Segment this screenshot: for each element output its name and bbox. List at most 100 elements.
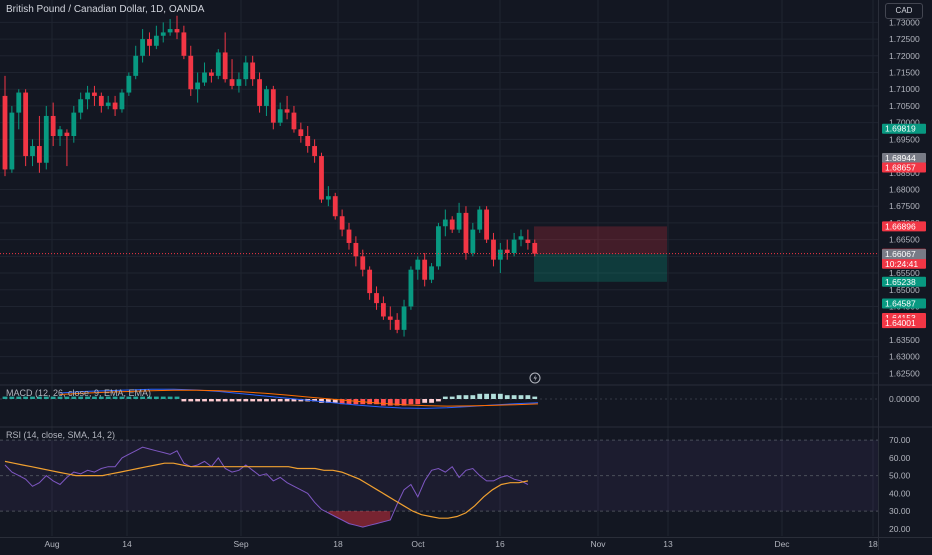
price-tick-label: 1.70000 bbox=[889, 118, 920, 128]
candle-body bbox=[381, 303, 386, 317]
candle-body bbox=[16, 92, 22, 113]
macd-histogram-bar bbox=[112, 396, 118, 399]
candle-body bbox=[401, 306, 407, 330]
macd-histogram-bar bbox=[229, 399, 235, 402]
macd-histogram-bar bbox=[126, 396, 132, 399]
signal-line bbox=[59, 389, 539, 407]
candle-body bbox=[229, 79, 235, 86]
macd-histogram-bar bbox=[463, 395, 469, 399]
macd-histogram-bar bbox=[215, 399, 221, 402]
price-axis[interactable]: 1.625001.630001.635001.640001.645001.650… bbox=[878, 0, 932, 550]
rsi-ma-line bbox=[4, 460, 529, 519]
candle-body bbox=[325, 196, 331, 200]
macd-histogram-bar bbox=[119, 396, 125, 399]
macd-histogram-bar bbox=[504, 395, 510, 399]
rsi-tick-label: 40.00 bbox=[889, 488, 911, 498]
candle-body bbox=[277, 109, 283, 123]
macd-histogram-bar bbox=[284, 399, 290, 402]
position-tool[interactable] bbox=[534, 226, 667, 282]
price-label-box bbox=[882, 123, 926, 134]
currency-button[interactable]: CAD bbox=[885, 3, 923, 19]
price-label-value: 1.64153 bbox=[885, 313, 916, 323]
rsi-tick-label: 30.00 bbox=[889, 506, 911, 516]
macd-histogram-bar bbox=[456, 395, 462, 399]
rsi-oversold-fill bbox=[328, 511, 391, 528]
price-tick-label: 1.65000 bbox=[889, 285, 920, 295]
price-label-value: 1.66896 bbox=[885, 221, 916, 231]
time-tick-label: Dec bbox=[774, 539, 790, 549]
price-label-box bbox=[882, 249, 926, 260]
candle-body bbox=[188, 55, 194, 90]
candle-body bbox=[374, 293, 379, 304]
price-tick-label: 1.62500 bbox=[889, 368, 920, 378]
candle-body bbox=[284, 109, 290, 113]
lightning-icon-ring bbox=[529, 372, 541, 384]
macd-histogram-bar bbox=[222, 399, 228, 402]
candle-body bbox=[37, 146, 42, 163]
macd-histogram-bar bbox=[71, 396, 77, 399]
price-tick-label: 1.72000 bbox=[889, 51, 920, 61]
macd-label[interactable]: MACD (12, 26, close, 9, EMA, EMA) bbox=[6, 388, 152, 398]
time-axis[interactable]: Aug 14 Sep 18 Oct 16 Nov 13 Dec 18 bbox=[0, 537, 932, 550]
candle-body bbox=[147, 39, 152, 46]
macd-histogram-bar bbox=[43, 396, 49, 399]
price-label-box bbox=[882, 298, 926, 309]
macd-histogram-bar bbox=[470, 395, 476, 399]
macd-histogram-bar bbox=[30, 396, 35, 399]
price-tick-label: 1.65500 bbox=[889, 268, 920, 278]
time-tick-label: Nov bbox=[590, 539, 606, 549]
candle-body bbox=[105, 102, 111, 106]
macd-histogram-bar bbox=[236, 399, 242, 402]
macd-histogram-bar bbox=[133, 396, 139, 399]
candle-body bbox=[250, 62, 256, 80]
candle-body bbox=[174, 29, 180, 33]
candle-body bbox=[456, 212, 462, 230]
price-tick-label: 1.66500 bbox=[889, 235, 920, 245]
macd-line bbox=[59, 388, 539, 409]
price-tick-label: 1.68000 bbox=[889, 184, 920, 194]
macd-histogram-bar bbox=[532, 396, 538, 399]
candle-body bbox=[415, 259, 421, 270]
macd-histogram-bar bbox=[346, 399, 352, 405]
candle-body bbox=[9, 112, 15, 170]
price-tick-label: 1.70500 bbox=[889, 101, 920, 111]
countdown-label: 10:24:41 bbox=[885, 259, 918, 269]
candle-body bbox=[257, 79, 262, 106]
macd-histogram-bar bbox=[2, 396, 8, 399]
macd-histogram-bar bbox=[57, 396, 63, 399]
macd-tick-label: 0.00000 bbox=[889, 394, 920, 404]
candle-body bbox=[436, 226, 441, 267]
rsi-label[interactable]: RSI (14, close, SMA, 14, 2) bbox=[6, 430, 116, 440]
lightning-icon[interactable] bbox=[529, 372, 541, 384]
time-tick-label: 14 bbox=[122, 539, 132, 549]
macd-histogram-bar bbox=[325, 399, 331, 403]
macd-histogram-bar bbox=[497, 393, 503, 399]
candle-body bbox=[167, 29, 173, 33]
time-tick-label: Sep bbox=[233, 539, 248, 549]
candle-body bbox=[484, 209, 489, 240]
candle-body bbox=[367, 269, 373, 294]
price-tick-label: 1.71500 bbox=[889, 68, 920, 78]
price-label-value: 1.66067 bbox=[885, 249, 916, 259]
candle-body bbox=[422, 259, 428, 280]
macd-histogram-bar bbox=[85, 396, 90, 399]
macd-histogram-bar bbox=[429, 399, 434, 403]
macd-histogram-bar bbox=[367, 399, 373, 405]
candle-body bbox=[140, 39, 145, 56]
macd-histogram-bar bbox=[332, 399, 338, 403]
candle-body bbox=[57, 129, 63, 137]
macd-histogram-bar bbox=[518, 395, 524, 399]
time-tick-label: Aug bbox=[44, 539, 59, 549]
price-tick-label: 1.68500 bbox=[889, 168, 920, 178]
candle-body bbox=[2, 95, 8, 170]
rsi-pane bbox=[0, 439, 878, 528]
macd-histogram-bar bbox=[250, 399, 256, 402]
lightning-icon-bolt bbox=[533, 374, 537, 382]
candle-body bbox=[518, 236, 524, 240]
candle-body bbox=[298, 129, 304, 137]
price-tick-label: 1.71000 bbox=[889, 84, 920, 94]
pane-separators[interactable] bbox=[0, 384, 932, 428]
macd-histogram-bar bbox=[381, 399, 386, 406]
macd-histogram-bar bbox=[436, 399, 441, 402]
